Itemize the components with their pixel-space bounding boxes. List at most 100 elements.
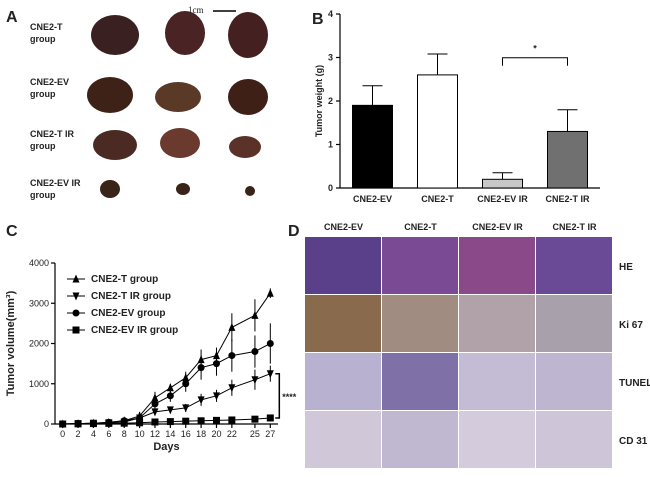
micrograph (305, 411, 381, 468)
marker (266, 414, 274, 422)
marker (212, 360, 220, 368)
significance-bracket (502, 57, 568, 66)
marker (251, 310, 259, 319)
y-axis-label: Tumor weight (g) (314, 65, 324, 137)
y-tick-label: 4000 (29, 258, 49, 268)
bar (417, 74, 458, 189)
column-label: CNE2-EV (324, 222, 363, 232)
marker (151, 400, 159, 408)
row-label-line: group (30, 34, 56, 44)
row-label-line: group (30, 89, 56, 99)
row-label-line: CNE2-T IR (30, 129, 75, 139)
x-tick-label: 6 (106, 429, 111, 439)
marker (228, 416, 236, 424)
significance-bracket (275, 372, 281, 419)
micrograph (536, 295, 612, 352)
marker (166, 392, 174, 400)
row-label: CNE2-EV IR group (30, 178, 81, 200)
micrograph (382, 353, 458, 410)
micrograph (305, 353, 381, 410)
micrograph (459, 295, 535, 352)
marker (228, 352, 236, 360)
marker (74, 420, 82, 428)
micrograph (305, 295, 381, 352)
y-tick-label: 1 (328, 140, 333, 150)
row-label: TUNEL (619, 378, 650, 389)
micrograph (305, 237, 381, 294)
marker (212, 416, 220, 424)
column-label: CNE2-T (404, 222, 437, 232)
y-tick-label: 3 (328, 53, 333, 63)
marker (266, 288, 274, 297)
micrograph (382, 237, 458, 294)
line-chart: C Tumor volume(mm³) Days 0 1000 2000 3000 4000 0… (5, 223, 297, 453)
y-axis-label: Tumor volume(mm³) (5, 290, 17, 396)
row-label: CNE2-T IR group (30, 129, 75, 151)
x-tick-label: 27 (265, 429, 275, 439)
marker (89, 420, 97, 428)
marker (151, 408, 159, 417)
marker (212, 392, 220, 401)
row-label: CD 31 (619, 436, 648, 447)
x-tick-label: CNE2-T (421, 194, 454, 204)
marker (166, 418, 174, 426)
marker (72, 309, 80, 317)
panel-label: D (288, 223, 300, 240)
x-tick-label: 4 (91, 429, 96, 439)
bar-chart: B Tumor weight (g) 0 1 2 3 4 CNE2-EV CNE2-T CNE2-… (312, 9, 600, 204)
significance-label: **** (282, 392, 297, 402)
x-tick-label: CNE2-T IR (545, 194, 590, 204)
marker (197, 364, 205, 372)
bar (547, 130, 588, 189)
y-tick-label: 0 (328, 183, 333, 193)
y-tick-label: 4 (328, 9, 333, 19)
marker (251, 348, 259, 356)
x-tick-label: 22 (227, 429, 237, 439)
marker (182, 380, 190, 388)
legend-label: CNE2-EV IR group (91, 325, 178, 336)
marker (182, 404, 190, 413)
micrograph (536, 353, 612, 410)
row-label: CNE2-T group (30, 22, 63, 44)
micrograph (382, 295, 458, 352)
x-tick-label: 16 (181, 429, 191, 439)
column-label: CNE2-EV IR (472, 222, 523, 232)
x-tick-label: 14 (165, 429, 175, 439)
marker (105, 419, 113, 427)
row-label-line: CNE2-T (30, 22, 63, 32)
row-label-line: group (30, 190, 56, 200)
marker (266, 340, 274, 347)
marker (266, 370, 274, 379)
row-label: CNE2-EV group (30, 77, 69, 99)
row-label: HE (619, 262, 633, 273)
x-tick-label: CNE2-EV IR (477, 194, 528, 204)
legend-label: CNE2-T group (91, 274, 158, 285)
marker (166, 406, 174, 415)
panel-label: C (6, 223, 18, 240)
histology-grid: D CNE2-EV CNE2-T CNE2-EV IR CNE2-T IR HE Ki 67… (288, 222, 650, 468)
x-axis-label: Days (153, 441, 179, 453)
column-label: CNE2-T IR (552, 222, 597, 232)
marker (228, 384, 236, 393)
row-label-line: CNE2-EV (30, 77, 69, 87)
y-tick-label: 2000 (29, 339, 49, 349)
y-tick-label: 1000 (29, 379, 49, 389)
bar (482, 178, 523, 189)
micrograph (459, 353, 535, 410)
bar (352, 104, 393, 189)
marker (228, 322, 236, 331)
x-tick-label: 10 (135, 429, 145, 439)
micrograph (459, 237, 535, 294)
marker (166, 383, 174, 392)
marker (72, 326, 80, 334)
scale-bar-label: 1cm (188, 5, 204, 15)
legend-label: CNE2-T IR group (91, 291, 171, 302)
x-tick-label: 25 (250, 429, 260, 439)
row-label-line: group (30, 141, 56, 151)
marker (151, 393, 159, 402)
marker (197, 417, 205, 425)
x-tick-label: 12 (150, 429, 160, 439)
panel-label: A (6, 9, 18, 26)
